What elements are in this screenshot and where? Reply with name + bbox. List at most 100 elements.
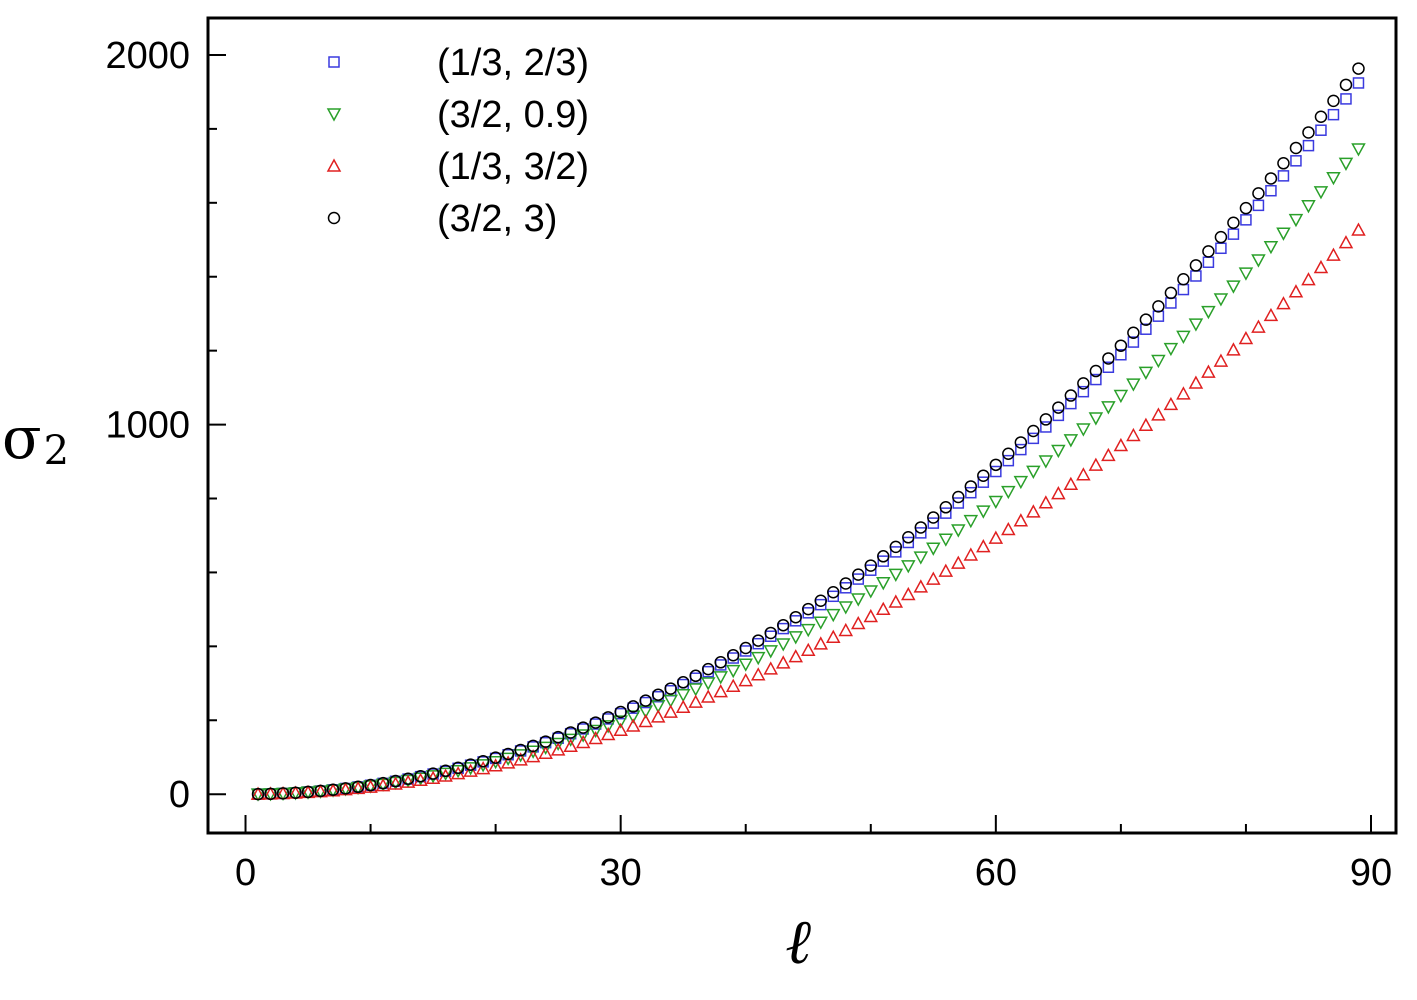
data-point	[1214, 230, 1228, 244]
data-point	[1114, 339, 1128, 352]
data-point	[351, 780, 365, 794]
data-point	[650, 709, 666, 723]
legend-label: (1/3, 2/3)	[437, 42, 589, 84]
data-point	[1189, 259, 1203, 272]
legend-marker	[327, 211, 341, 225]
legend-marker	[326, 158, 342, 172]
data-point	[725, 678, 741, 692]
data-point	[838, 601, 854, 615]
data-point	[563, 733, 578, 747]
data-point	[1213, 353, 1229, 367]
data-point	[913, 551, 929, 565]
data-point	[814, 594, 828, 607]
data-point	[289, 786, 302, 799]
data-point	[714, 656, 727, 669]
data-point	[739, 645, 752, 657]
legend-entry: (1/3, 2/3)	[328, 42, 589, 84]
data-point	[1289, 141, 1303, 155]
data-point	[1188, 375, 1204, 389]
data-point	[1064, 389, 1078, 402]
legend-entry: (1/3, 3/2)	[326, 146, 589, 188]
data-point	[1026, 465, 1041, 479]
data-point	[550, 742, 566, 756]
data-point	[451, 761, 465, 775]
data-point	[376, 776, 390, 790]
data-point	[852, 573, 865, 585]
data-point	[1052, 401, 1065, 414]
data-point	[1190, 270, 1202, 282]
data-point	[763, 661, 779, 675]
data-point	[639, 694, 652, 707]
data-point	[1102, 361, 1115, 373]
data-point	[1051, 486, 1066, 500]
data-point	[1201, 364, 1216, 378]
data-point	[564, 726, 577, 739]
data-point	[764, 626, 777, 640]
data-point	[864, 559, 878, 572]
data-point	[1176, 330, 1191, 344]
data-point	[339, 782, 352, 795]
data-point	[902, 536, 915, 549]
data-point	[701, 662, 715, 676]
data-point	[1276, 227, 1291, 241]
x-axis-label: ℓ	[785, 905, 811, 978]
data-point	[625, 718, 641, 732]
data-point	[588, 730, 603, 745]
data-point	[889, 540, 903, 554]
data-point	[926, 571, 941, 585]
data-point	[852, 568, 865, 581]
data-point	[613, 715, 628, 729]
data-point	[389, 774, 402, 788]
data-point	[1226, 342, 1241, 356]
data-point	[863, 585, 879, 599]
data-point	[1201, 305, 1216, 320]
data-point	[1313, 186, 1329, 200]
data-point	[1076, 467, 1091, 481]
data-point	[1326, 247, 1341, 261]
data-point	[990, 465, 1002, 478]
data-point	[927, 517, 940, 529]
data-point	[1165, 297, 1177, 309]
data-point	[1089, 364, 1103, 378]
data-point	[613, 722, 628, 737]
data-point	[1177, 272, 1190, 286]
data-point	[800, 623, 816, 638]
series-2	[250, 143, 1366, 802]
data-point	[251, 787, 265, 801]
data-point	[1226, 280, 1241, 294]
data-point	[1063, 476, 1079, 491]
data-point	[825, 629, 841, 643]
data-point	[851, 593, 866, 607]
data-point	[1327, 94, 1340, 108]
data-point	[1014, 436, 1028, 449]
data-points	[250, 62, 1366, 802]
data-point	[800, 642, 816, 657]
data-point	[865, 564, 877, 576]
data-point	[1113, 437, 1129, 452]
data-point	[1101, 401, 1116, 415]
data-point	[888, 568, 904, 582]
data-point	[775, 638, 791, 652]
data-point	[1215, 242, 1227, 255]
data-point	[1352, 77, 1365, 89]
data-point	[588, 724, 603, 739]
data-point	[727, 652, 739, 664]
data-point	[1238, 267, 1254, 281]
data-point	[738, 673, 753, 687]
data-point	[1301, 272, 1316, 286]
y-tick-label: 2000	[105, 35, 190, 77]
data-point	[901, 586, 916, 601]
data-point	[763, 645, 779, 659]
data-point	[525, 745, 541, 759]
data-point	[1202, 245, 1215, 258]
data-point	[475, 761, 491, 775]
data-point	[1176, 386, 1191, 400]
data-point	[1188, 318, 1204, 332]
data-point	[700, 689, 716, 703]
data-point	[663, 694, 678, 708]
data-point	[450, 764, 466, 779]
data-point	[700, 677, 716, 691]
data-point	[977, 469, 990, 482]
data-point	[726, 648, 740, 662]
data-point	[488, 758, 503, 772]
